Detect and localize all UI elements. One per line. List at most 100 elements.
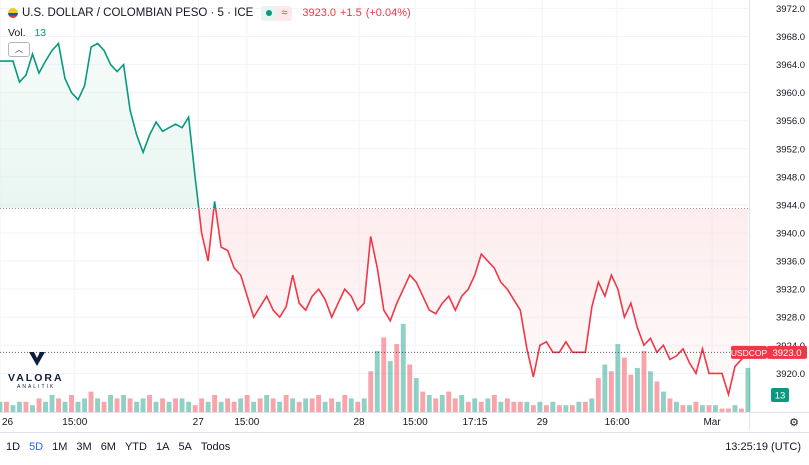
- volume-label: Vol.: [8, 27, 26, 39]
- y-tick-label: 3928.0: [776, 313, 805, 324]
- symbol-header: U.S. DOLLAR / COLOMBIAN PESO · 5 · ICE ≈…: [8, 5, 411, 21]
- volume-bar: [517, 401, 523, 412]
- volume-tag: [771, 388, 789, 402]
- volume-bar: [225, 398, 231, 412]
- volume-bar: [576, 401, 582, 412]
- volume-bar: [121, 395, 126, 412]
- y-tick-label: 3968.0: [776, 32, 805, 43]
- symbol-tag-text: USDCOP: [731, 348, 768, 358]
- volume-bar: [251, 401, 257, 412]
- volume-bars: [0, 323, 751, 412]
- y-tick-label: 3944.0: [776, 200, 805, 211]
- volume-bar: [4, 401, 9, 412]
- price-line-down: [197, 208, 749, 398]
- y-tick-label: 3948.0: [776, 172, 805, 183]
- volume-bar: [504, 398, 510, 412]
- range-ytd[interactable]: YTD: [124, 441, 147, 453]
- range-5a[interactable]: 5A: [178, 441, 192, 453]
- collapse-legend-button[interactable]: ︿: [8, 42, 30, 57]
- x-tick-label: 29: [537, 417, 549, 428]
- volume-bar: [62, 401, 68, 412]
- price-labels: USDCOP 3923.0 13: [731, 345, 807, 402]
- volume-bar: [17, 401, 22, 412]
- y-tick-label: 3964.0: [776, 60, 805, 71]
- range-1m[interactable]: 1M: [52, 441, 68, 453]
- volume-bar: [153, 401, 159, 412]
- range-1a[interactable]: 1A: [155, 441, 170, 453]
- volume-bar: [231, 401, 237, 412]
- market-open-dot-icon: [261, 5, 277, 21]
- price-line: [0, 41, 749, 398]
- volume-bar: [648, 371, 653, 412]
- volume-bar: [667, 398, 673, 412]
- volume-bar: [726, 408, 731, 412]
- range-todos[interactable]: Todos: [200, 441, 231, 453]
- volume-bar: [30, 405, 35, 412]
- volume-bar: [69, 395, 74, 412]
- volume-bar: [589, 398, 595, 412]
- volume-bar: [277, 401, 283, 412]
- volume-bar: [439, 395, 445, 412]
- range-6m[interactable]: 6M: [100, 441, 116, 453]
- volume-bar: [433, 398, 439, 412]
- volume-bar: [127, 398, 133, 412]
- volume-bar: [186, 401, 192, 412]
- volume-bar: [160, 398, 165, 412]
- volume-bar: [329, 398, 335, 412]
- volume-bar: [446, 391, 452, 412]
- y-tick-label: 3936.0: [776, 257, 805, 268]
- y-tick-label: 3972.0: [776, 4, 805, 15]
- market-status-pill[interactable]: ≈: [261, 5, 293, 21]
- volume-bar: [530, 405, 536, 412]
- volume-bar: [218, 401, 224, 412]
- volume-bar: [459, 395, 465, 412]
- x-tick-label: 28: [353, 417, 365, 428]
- price-change: +1.5: [340, 7, 362, 19]
- volume-bar: [36, 398, 42, 412]
- range-3m[interactable]: 3M: [76, 441, 92, 453]
- volume-bar: [472, 398, 478, 412]
- volume-bar: [394, 344, 400, 412]
- volume-value: 13: [34, 27, 47, 39]
- volume-bar: [700, 405, 705, 412]
- range-5d[interactable]: 5D: [29, 441, 44, 453]
- volume-bar: [43, 401, 48, 412]
- logo-tagline: ANALITIK: [17, 384, 56, 390]
- volume-bar: [140, 398, 146, 412]
- volume-bar: [732, 405, 738, 412]
- last-price-tag-text: 3923.0: [772, 348, 801, 359]
- volume-bar: [166, 401, 172, 412]
- utc-clock[interactable]: 13:25:19 (UTC): [725, 441, 801, 453]
- volume-bar: [602, 364, 608, 412]
- last-price: 3923.0: [302, 7, 336, 19]
- symbol-title[interactable]: U.S. DOLLAR / COLOMBIAN PESO · 5 · ICE: [22, 7, 254, 19]
- volume-bar: [426, 395, 432, 412]
- volume-bar: [563, 405, 569, 412]
- volume-bar: [452, 398, 458, 412]
- volume-bar: [556, 405, 562, 412]
- volume-bar: [595, 378, 601, 412]
- valora-mark-icon: [29, 352, 45, 366]
- volume-legend: Vol. 13: [8, 27, 46, 39]
- volume-bar: [608, 371, 614, 412]
- x-tick-label: 15:00: [62, 417, 87, 428]
- volume-bar: [348, 398, 354, 412]
- x-tick-label: 15:00: [403, 417, 428, 428]
- volume-bar: [407, 364, 413, 412]
- symbol-tag: [731, 345, 767, 359]
- range-1d[interactable]: 1D: [6, 441, 21, 453]
- volume-bar: [173, 398, 178, 412]
- volume-bar: [0, 401, 3, 412]
- volume-bar: [335, 401, 341, 412]
- volume-bar: [238, 398, 244, 412]
- volume-bar: [485, 398, 491, 412]
- settings-gear-icon[interactable]: ⚙: [789, 417, 799, 429]
- volume-bar: [56, 398, 61, 412]
- volume-bar: [147, 395, 152, 412]
- volume-bar: [569, 405, 575, 412]
- volume-bar: [49, 395, 55, 412]
- x-tick-label: 15:00: [234, 417, 259, 428]
- range-selector: 1D 5D 1M 3M 6M YTD 1A 5A Todos: [6, 441, 239, 453]
- volume-bar: [212, 395, 218, 412]
